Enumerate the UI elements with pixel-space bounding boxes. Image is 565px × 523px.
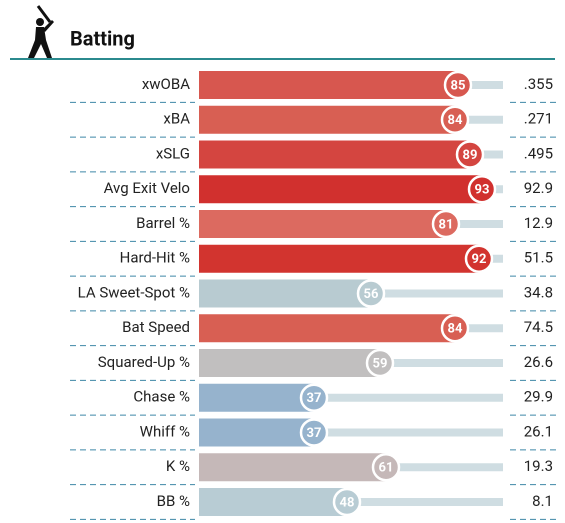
percentile-circle [356, 279, 386, 308]
bar [199, 314, 455, 343]
row-label: Barrel % [136, 214, 190, 232]
bar [199, 105, 455, 134]
bar [199, 418, 314, 447]
percentile-label: 56 [364, 287, 379, 302]
stat-value: 19.3 [524, 457, 553, 475]
track [314, 428, 503, 437]
stat-value: 8.1 [532, 492, 553, 510]
track [314, 393, 503, 402]
stat-value: 26.6 [524, 353, 553, 371]
bar [199, 383, 314, 412]
percentile-circle [299, 418, 329, 447]
stat-value: 26.1 [524, 422, 553, 440]
track [470, 150, 503, 159]
stat-value: 92.9 [524, 179, 553, 197]
stat-value: .271 [524, 110, 553, 128]
row-label: xwOBA [142, 75, 190, 93]
batter-icon [28, 5, 54, 58]
track [386, 463, 503, 472]
percentile-circle [464, 244, 494, 273]
percentile-label: 93 [475, 183, 490, 198]
row-label: Bat Speed [122, 318, 190, 336]
bar [199, 279, 371, 308]
percentile-circle [440, 105, 470, 134]
percentile-circle [443, 70, 473, 100]
row-label: Whiff % [140, 422, 190, 440]
bar [199, 488, 347, 516]
row-label: xBA [163, 110, 190, 128]
row-label: K % [166, 457, 190, 475]
percentile-label: 37 [307, 426, 322, 441]
bar [199, 175, 482, 204]
percentile-label: 84 [448, 322, 463, 337]
stat-value: .355 [524, 75, 553, 93]
stat-value: 74.5 [524, 318, 553, 336]
percentile-label: 89 [463, 148, 478, 163]
track [458, 81, 503, 89]
percentile-circle [455, 140, 485, 169]
percentile-label: 85 [451, 78, 466, 93]
track [371, 289, 503, 298]
percentile-circle [332, 487, 362, 517]
track [446, 220, 503, 228]
bar [199, 453, 386, 482]
track [380, 359, 503, 367]
percentile-circle [371, 453, 401, 482]
row-label: Chase % [133, 388, 190, 406]
bar [199, 349, 380, 377]
row-label: Avg Exit Velo [104, 179, 190, 197]
track [347, 498, 503, 506]
bar [199, 210, 446, 238]
percentile-label: 59 [373, 356, 388, 371]
row-label: BB % [157, 492, 190, 510]
row-label: Hard-Hit % [120, 249, 190, 267]
row-label: Squared-Up % [98, 353, 190, 371]
bar [199, 71, 458, 99]
percentile-label: 81 [439, 217, 454, 232]
stat-value: 34.8 [524, 283, 553, 301]
bar [199, 140, 470, 169]
percentile-circle [467, 175, 497, 204]
chart-title: Batting [70, 26, 135, 50]
stat-value: .495 [524, 144, 553, 162]
percentile-circle [440, 314, 470, 343]
stat-value: 29.9 [524, 388, 553, 406]
percentile-label: 37 [307, 391, 322, 406]
percentile-label: 61 [379, 461, 394, 476]
percentile-circle [299, 383, 329, 412]
percentile-label: 84 [448, 113, 463, 128]
track [455, 324, 503, 333]
row-label: xSLG [156, 144, 190, 162]
stat-value: 51.5 [524, 249, 553, 267]
row-label: LA Sweet-Spot % [78, 283, 190, 301]
percentile-label: 48 [340, 495, 355, 510]
percentile-circle [431, 209, 461, 239]
percentile-circle [365, 348, 395, 378]
bar [199, 244, 479, 273]
percentile-label: 92 [472, 252, 487, 267]
track [455, 115, 503, 124]
stat-value: 12.9 [524, 214, 553, 232]
